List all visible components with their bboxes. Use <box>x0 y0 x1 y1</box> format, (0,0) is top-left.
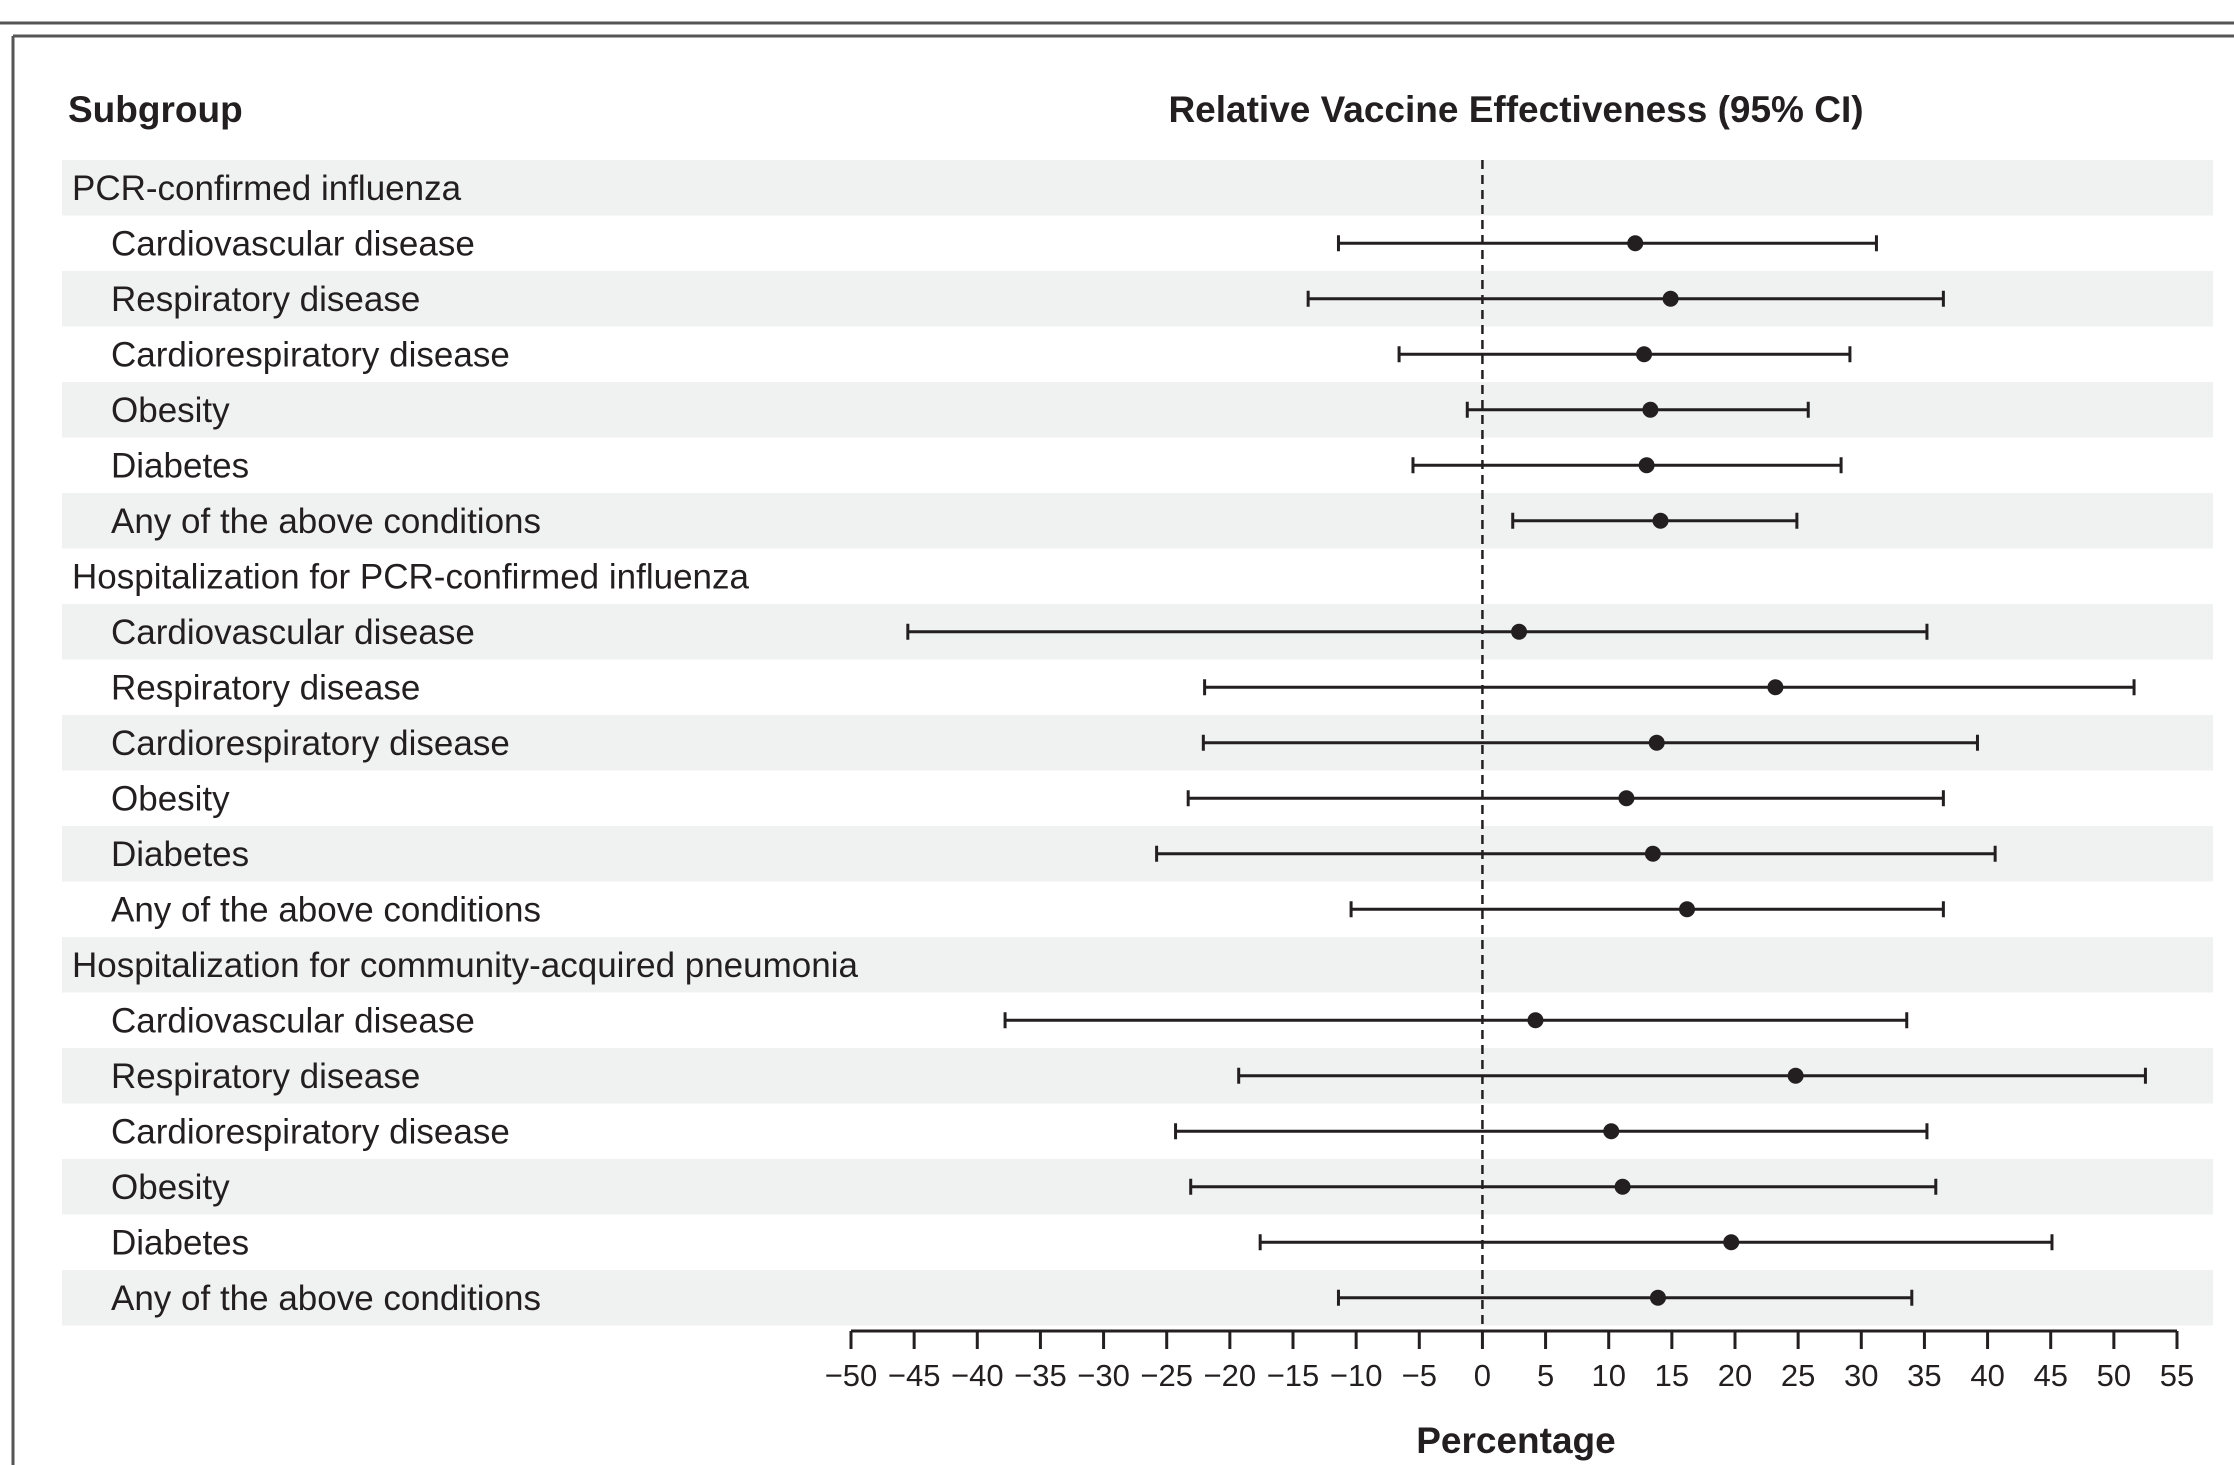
subgroup-label: Cardiovascular disease <box>111 224 475 263</box>
subgroup-column-header: Subgroup <box>68 89 243 130</box>
x-tick-label: −25 <box>1140 1358 1193 1393</box>
row-stripe <box>62 160 2213 216</box>
confidence-intervals <box>906 235 2147 1306</box>
x-tick-label: −5 <box>1402 1358 1437 1393</box>
point-estimate <box>1638 457 1655 474</box>
point-estimate <box>1614 1178 1631 1195</box>
subgroup-label: Any of the above conditions <box>111 890 541 929</box>
row-labels: PCR-confirmed influenza Cardiovascular di… <box>72 169 858 1318</box>
x-tick-label: 0 <box>1474 1358 1491 1393</box>
subgroup-label: Diabetes <box>111 1223 249 1262</box>
x-tick-label: 35 <box>1907 1358 1941 1393</box>
subgroup-label: Cardiorespiratory disease <box>111 724 510 763</box>
effect-column-header: Relative Vaccine Effectiveness (95% CI) <box>1168 89 1863 130</box>
subgroup-label: Any of the above conditions <box>111 1279 541 1318</box>
subgroup-label: Respiratory disease <box>111 1057 420 1096</box>
x-tick-label: −50 <box>825 1358 878 1393</box>
point-estimate <box>1618 790 1635 807</box>
x-tick-label: 50 <box>2097 1358 2131 1393</box>
x-tick-label: −45 <box>888 1358 941 1393</box>
row-stripe <box>62 493 2213 549</box>
x-tick-label: −10 <box>1330 1358 1383 1393</box>
point-estimate <box>1603 1123 1620 1140</box>
subgroup-label: Diabetes <box>111 835 249 874</box>
point-estimate <box>1652 512 1669 529</box>
subgroup-label: Obesity <box>111 391 230 430</box>
x-tick-label: 40 <box>1970 1358 2004 1393</box>
subgroup-label: Cardiorespiratory disease <box>111 1112 510 1151</box>
x-tick-label: 15 <box>1655 1358 1689 1393</box>
row-stripe <box>62 382 2213 438</box>
point-estimate <box>1511 623 1528 640</box>
x-tick-label: 45 <box>2033 1358 2067 1393</box>
subgroup-label: Any of the above conditions <box>111 502 541 541</box>
x-tick-label: 20 <box>1718 1358 1752 1393</box>
subgroup-label: Cardiorespiratory disease <box>111 335 510 374</box>
x-tick-label: 30 <box>1844 1358 1878 1393</box>
point-estimate <box>1767 679 1784 696</box>
x-tick-label: −40 <box>951 1358 1004 1393</box>
point-estimate <box>1679 901 1696 918</box>
point-estimate <box>1649 1289 1666 1306</box>
row-stripe <box>62 937 2213 993</box>
group-label: Hospitalization for PCR-confirmed influe… <box>72 557 749 596</box>
point-estimate <box>1527 1012 1544 1029</box>
group-label: Hospitalization for community-acquired p… <box>72 946 858 985</box>
subgroup-label: Cardiovascular disease <box>111 613 475 652</box>
x-tick-label: −15 <box>1267 1358 1320 1393</box>
point-estimate <box>1642 401 1659 418</box>
subgroup-label: Respiratory disease <box>111 280 420 319</box>
point-estimate <box>1662 290 1679 307</box>
point-estimates <box>1511 235 1804 1306</box>
point-estimate <box>1648 734 1665 751</box>
x-tick-label: −35 <box>1014 1358 1067 1393</box>
x-tick-label: 10 <box>1591 1358 1625 1393</box>
subgroup-label: Cardiovascular disease <box>111 1001 475 1040</box>
x-tick-label: −20 <box>1204 1358 1257 1393</box>
point-estimate <box>1636 346 1653 363</box>
subgroup-label: Diabetes <box>111 446 249 485</box>
x-tick-label: 5 <box>1537 1358 1554 1393</box>
point-estimate <box>1627 235 1644 252</box>
x-tick-label: 55 <box>2160 1358 2194 1393</box>
point-estimate <box>1644 845 1661 862</box>
group-label: PCR-confirmed influenza <box>72 169 462 208</box>
x-axis: −50 −45 −40 −35 −30 −25 −20 −15 −10 −5 0 5 10 15 20 25 3… <box>825 1329 2194 1393</box>
x-tick-label: 25 <box>1781 1358 1815 1393</box>
x-tick-label: −30 <box>1077 1358 1130 1393</box>
point-estimate <box>1723 1234 1740 1251</box>
subgroup-label: Respiratory disease <box>111 668 420 707</box>
subgroup-label: Obesity <box>111 779 230 818</box>
x-axis-title: Percentage <box>1416 1420 1616 1461</box>
point-estimate <box>1787 1067 1804 1084</box>
subgroup-label: Obesity <box>111 1168 230 1207</box>
